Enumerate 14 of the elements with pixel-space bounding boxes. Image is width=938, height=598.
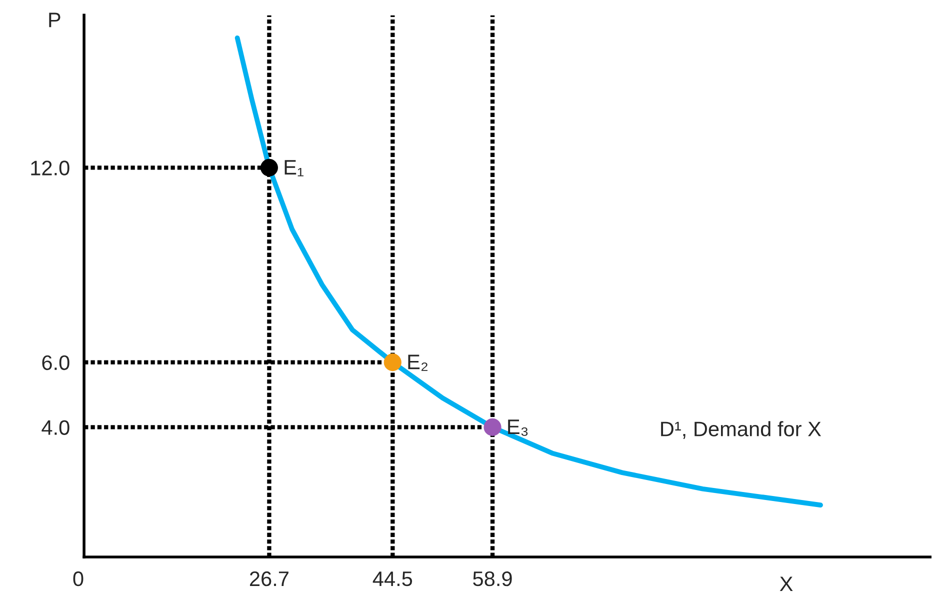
annotation: E₁ <box>284 160 304 176</box>
x-tick-label: 44.5 <box>372 572 412 586</box>
y-tick-label: 4.0 <box>42 420 70 435</box>
annotation: D¹, Demand for X <box>661 421 822 439</box>
annotation: E₃ <box>508 420 528 436</box>
y-axis-title: P <box>49 12 60 28</box>
x-tick-label: 0 <box>73 571 84 586</box>
y-tick-label: 12.0 <box>31 160 70 176</box>
x-axis-title: X <box>780 576 793 592</box>
x-tick-label: 58.9 <box>473 571 512 586</box>
line-series <box>234 35 823 508</box>
y-tick-label: 6.0 <box>42 355 70 370</box>
x-tick-label: 26.7 <box>250 571 288 586</box>
annotation: E₂ <box>408 354 428 371</box>
